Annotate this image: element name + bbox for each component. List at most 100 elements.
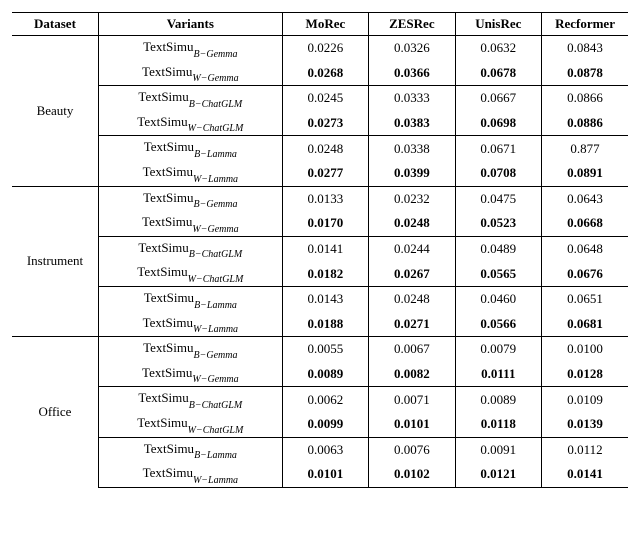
metric-value: 0.0079	[455, 337, 541, 362]
metric-value: 0.0668	[542, 211, 628, 236]
metric-value: 0.0333	[369, 86, 455, 111]
metric-value: 0.0566	[455, 312, 541, 337]
metric-value: 0.0676	[542, 261, 628, 286]
metric-value: 0.0063	[282, 437, 368, 462]
metric-value: 0.0101	[369, 412, 455, 437]
metric-value: 0.0082	[369, 362, 455, 387]
metric-value: 0.0071	[369, 387, 455, 412]
metric-value: 0.0188	[282, 312, 368, 337]
col-header-dataset: Dataset	[12, 13, 98, 36]
variant-label: TextSimuB−Lamma	[98, 437, 282, 462]
metric-value: 0.0226	[282, 36, 368, 61]
metric-value: 0.0843	[542, 36, 628, 61]
metric-value: 0.0651	[542, 286, 628, 311]
metric-value: 0.0267	[369, 261, 455, 286]
variant-label: TextSimuW−ChatGLM	[98, 412, 282, 437]
metric-value: 0.0121	[455, 462, 541, 487]
variant-label: TextSimuW−Lamma	[98, 462, 282, 487]
variant-label: TextSimuW−Lamma	[98, 312, 282, 337]
metric-value: 0.0273	[282, 111, 368, 136]
dataset-name: Instrument	[12, 186, 98, 337]
metric-value: 0.0565	[455, 261, 541, 286]
metric-value: 0.0886	[542, 111, 628, 136]
dataset-name: Beauty	[12, 36, 98, 187]
variant-label: TextSimuW−Gemma	[98, 362, 282, 387]
metric-value: 0.0248	[282, 136, 368, 161]
metric-value: 0.0648	[542, 236, 628, 261]
col-header-morec: MoRec	[282, 13, 368, 36]
metric-value: 0.0089	[282, 362, 368, 387]
metric-value: 0.0277	[282, 161, 368, 186]
metric-value: 0.0076	[369, 437, 455, 462]
metric-value: 0.0523	[455, 211, 541, 236]
metric-value: 0.0271	[369, 312, 455, 337]
metric-value: 0.0891	[542, 161, 628, 186]
metric-value: 0.0232	[369, 186, 455, 211]
metric-value: 0.0698	[455, 111, 541, 136]
variant-label: TextSimuW−ChatGLM	[98, 261, 282, 286]
metric-value: 0.0112	[542, 437, 628, 462]
metric-value: 0.0055	[282, 337, 368, 362]
metric-value: 0.0128	[542, 362, 628, 387]
metric-value: 0.0878	[542, 61, 628, 86]
metric-value: 0.0109	[542, 387, 628, 412]
variant-label: TextSimuB−ChatGLM	[98, 387, 282, 412]
variant-label: TextSimuB−ChatGLM	[98, 86, 282, 111]
variant-label: TextSimuB−Lamma	[98, 136, 282, 161]
metric-value: 0.0708	[455, 161, 541, 186]
metric-value: 0.0170	[282, 211, 368, 236]
metric-value: 0.0460	[455, 286, 541, 311]
metric-value: 0.0244	[369, 236, 455, 261]
metric-value: 0.0067	[369, 337, 455, 362]
metric-value: 0.0643	[542, 186, 628, 211]
metric-value: 0.0245	[282, 86, 368, 111]
metric-value: 0.0118	[455, 412, 541, 437]
metric-value: 0.0383	[369, 111, 455, 136]
variant-label: TextSimuB−Gemma	[98, 36, 282, 61]
variant-label: TextSimuB−Lamma	[98, 286, 282, 311]
metric-value: 0.0101	[282, 462, 368, 487]
metric-value: 0.0099	[282, 412, 368, 437]
metric-value: 0.0338	[369, 136, 455, 161]
metric-value: 0.0248	[369, 286, 455, 311]
dataset-name: Office	[12, 337, 98, 488]
metric-value: 0.0102	[369, 462, 455, 487]
metric-value: 0.0366	[369, 61, 455, 86]
metric-value: 0.0326	[369, 36, 455, 61]
metric-value: 0.0671	[455, 136, 541, 161]
metric-value: 0.0139	[542, 412, 628, 437]
metric-value: 0.0681	[542, 312, 628, 337]
metric-value: 0.0268	[282, 61, 368, 86]
metric-value: 0.0091	[455, 437, 541, 462]
metric-value: 0.0248	[369, 211, 455, 236]
metric-value: 0.0632	[455, 36, 541, 61]
metric-value: 0.0399	[369, 161, 455, 186]
col-header-zesrec: ZESRec	[369, 13, 455, 36]
variant-label: TextSimuB−Gemma	[98, 337, 282, 362]
metric-value: 0.0111	[455, 362, 541, 387]
metric-value: 0.0489	[455, 236, 541, 261]
metric-value: 0.877	[542, 136, 628, 161]
metric-value: 0.0133	[282, 186, 368, 211]
variant-label: TextSimuW−ChatGLM	[98, 111, 282, 136]
metric-value: 0.0143	[282, 286, 368, 311]
col-header-unisrec: UnisRec	[455, 13, 541, 36]
metric-value: 0.0866	[542, 86, 628, 111]
metric-value: 0.0089	[455, 387, 541, 412]
metric-value: 0.0141	[282, 236, 368, 261]
metric-value: 0.0141	[542, 462, 628, 487]
variant-label: TextSimuW−Gemma	[98, 61, 282, 86]
metric-value: 0.0182	[282, 261, 368, 286]
metric-value: 0.0475	[455, 186, 541, 211]
metric-value: 0.0062	[282, 387, 368, 412]
metric-value: 0.0667	[455, 86, 541, 111]
variant-label: TextSimuB−Gemma	[98, 186, 282, 211]
results-table: Dataset Variants MoRec ZESRec UnisRec Re…	[12, 12, 628, 488]
variant-label: TextSimuB−ChatGLM	[98, 236, 282, 261]
metric-value: 0.0100	[542, 337, 628, 362]
variant-label: TextSimuW−Gemma	[98, 211, 282, 236]
variant-label: TextSimuW−Lamma	[98, 161, 282, 186]
col-header-variants: Variants	[98, 13, 282, 36]
metric-value: 0.0678	[455, 61, 541, 86]
col-header-recformer: Recformer	[542, 13, 628, 36]
